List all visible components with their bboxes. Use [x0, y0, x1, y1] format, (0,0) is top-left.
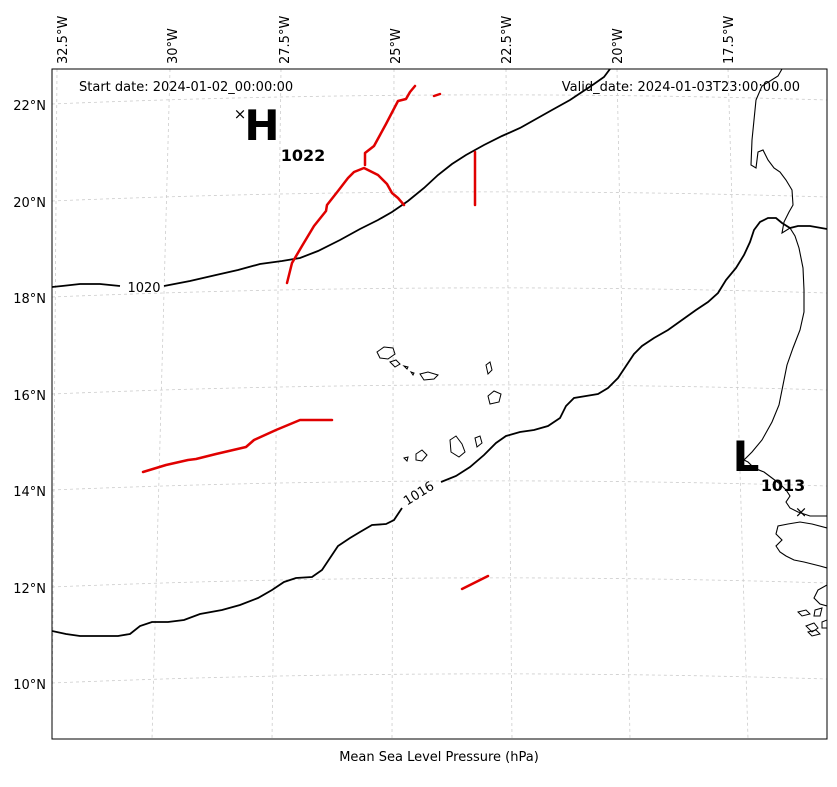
lat-tick-18n: 18°N [13, 292, 46, 307]
parallel-20n [52, 191, 827, 202]
cape-verde-islands [376, 346, 502, 462]
front-south [460, 574, 490, 591]
lon-tick-30w: 30°W [166, 28, 181, 64]
lat-tick-14n: 14°N [13, 485, 46, 500]
contour-label-1020: 1020 [127, 281, 160, 296]
lat-tick-20n: 20°N [13, 196, 46, 211]
low-pressure-value: 1013 [761, 476, 806, 495]
parallel-16n [52, 384, 827, 395]
meridian-25w [391, 69, 395, 739]
meridian-30w [151, 69, 171, 739]
map-title: Mean Sea Level Pressure (hPa) [339, 750, 539, 765]
meridian-20w [616, 69, 631, 739]
lon-tick-25w: 25°W [389, 28, 404, 64]
high-pressure-value: 1022 [281, 146, 326, 165]
start-date-label: Start date: 2024-01-02_00:00:00 [79, 80, 293, 95]
longitude-ticks: 32.5°W 30°W 27.5°W 25°W 22.5°W 20°W 17.5… [56, 16, 737, 64]
lon-tick-22-5w: 22.5°W [500, 16, 515, 64]
map-frame [51, 68, 828, 740]
parallel-10n [52, 673, 827, 684]
meridian-22-5w [505, 69, 513, 739]
lon-tick-27-5w: 27.5°W [278, 16, 293, 64]
west-africa-islands [797, 607, 827, 637]
isobar-1020 [52, 69, 611, 288]
low-pressure-marker: × [795, 503, 808, 521]
isobar-1016 [52, 217, 827, 637]
front-north [285, 84, 442, 285]
front-west [141, 418, 334, 474]
lat-tick-16n: 16°N [13, 389, 46, 404]
lon-tick-32-5w: 32.5°W [56, 16, 71, 64]
meridian-17-5w [727, 69, 749, 739]
valid-date-label: Valid_date: 2024-01-03T23:00:00.00 [562, 80, 800, 95]
lat-tick-10n: 10°N [13, 678, 46, 693]
parallel-22n [52, 94, 827, 105]
parallel-12n [52, 577, 827, 588]
parallel-14n [52, 480, 827, 491]
low-pressure-symbol: L [733, 432, 760, 481]
lat-tick-12n: 12°N [13, 582, 46, 597]
parallel-18n [52, 287, 827, 298]
meridian-27-5w [271, 69, 282, 739]
high-pressure-marker: × [234, 105, 247, 123]
meridian-32-5w [52, 69, 58, 739]
coastline-africa [743, 69, 827, 607]
graticule [52, 69, 827, 739]
lat-tick-22n: 22°N [13, 99, 46, 114]
high-pressure-symbol: H [244, 101, 279, 150]
latitude-ticks: 22°N 20°N 18°N 16°N 14°N 12°N 10°N [13, 99, 46, 693]
lon-tick-20w: 20°W [611, 28, 626, 64]
lon-tick-17-5w: 17.5°W [722, 16, 737, 64]
